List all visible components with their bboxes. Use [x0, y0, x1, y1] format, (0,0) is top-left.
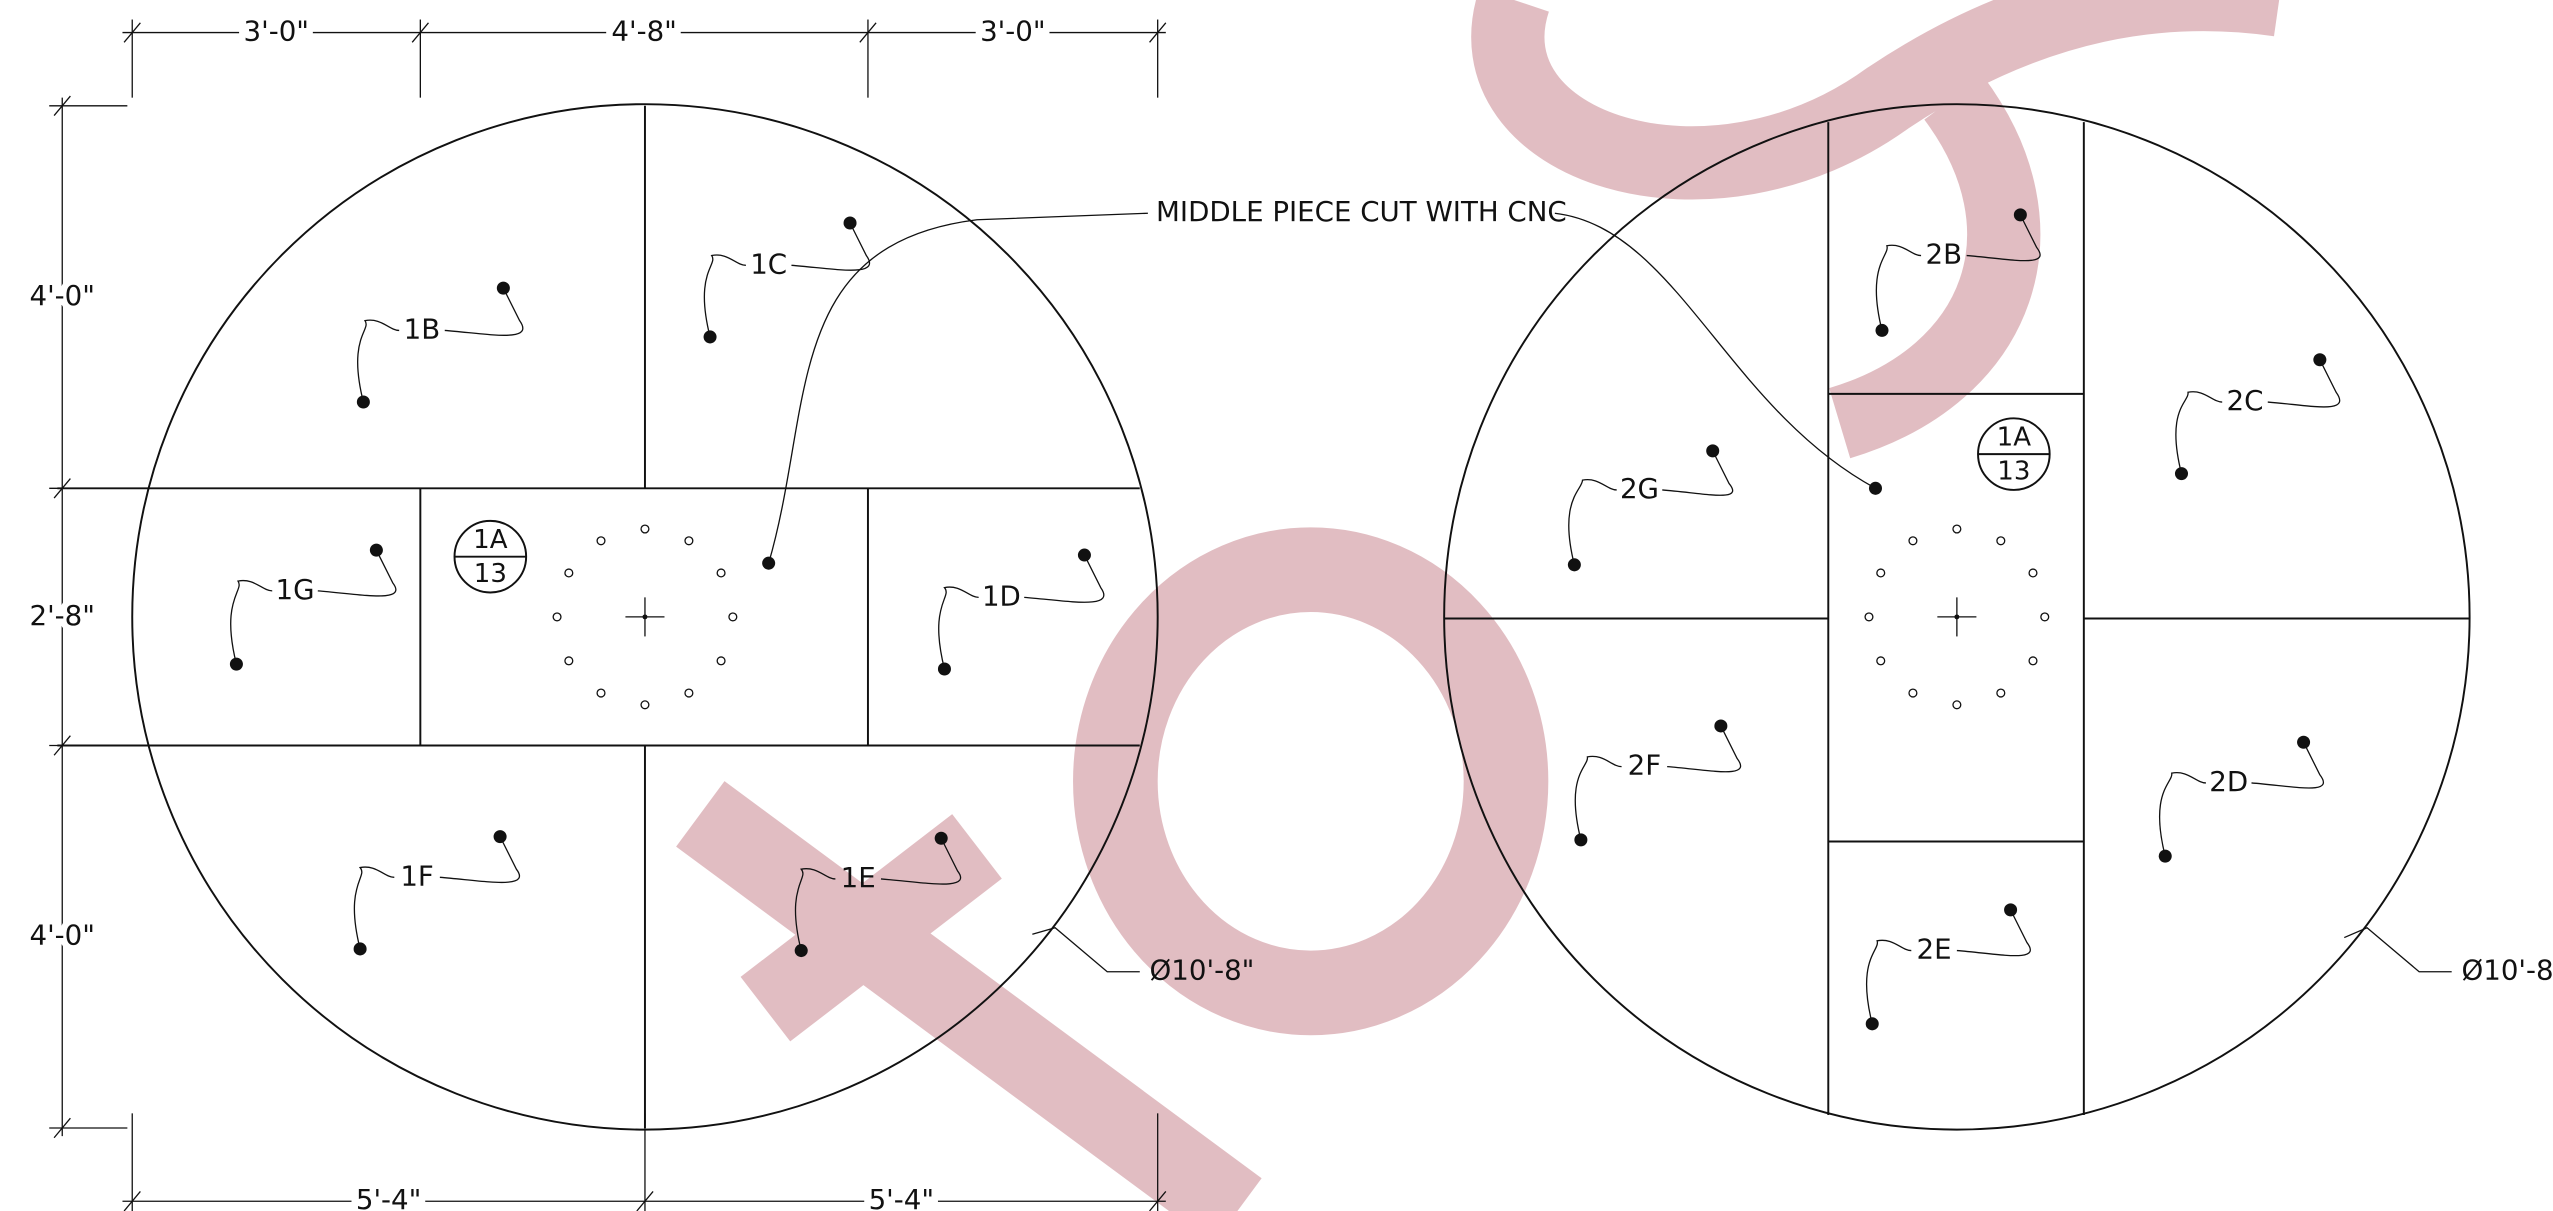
tag-bottom: 13 — [1997, 457, 2030, 487]
bolt-hole — [1877, 569, 1885, 577]
dim-label: 4'-0" — [29, 919, 95, 952]
watermark — [700, 0, 2279, 1211]
tag-bottom: 13 — [474, 559, 507, 589]
piece-dot — [1714, 719, 1727, 732]
bolt-hole — [1865, 613, 1873, 621]
diameter-label: Ø10'-8" — [2461, 954, 2553, 987]
bolt-hole — [685, 689, 693, 697]
piece-label: 2B — [1926, 238, 1963, 271]
bolt-hole — [717, 569, 725, 577]
leader — [769, 213, 1148, 563]
dim-label: 2'-8" — [29, 599, 95, 632]
bolt-hole — [717, 657, 725, 665]
leader — [2160, 742, 2324, 856]
piece-label: 1D — [982, 579, 1021, 612]
piece-label: 1E — [841, 861, 876, 894]
piece-label: 1C — [750, 247, 787, 280]
dim-label: 5'-4" — [356, 1183, 422, 1211]
bolt-hole — [641, 525, 649, 533]
leader-dot — [1869, 482, 1882, 495]
dim-label: 3'-0" — [980, 15, 1046, 48]
piece-dot — [230, 658, 243, 671]
bolt-hole — [565, 657, 573, 665]
bolt-hole — [1953, 525, 1961, 533]
dim-label: 4'-0" — [29, 279, 95, 312]
note: MIDDLE PIECE CUT WITH CNC — [1156, 195, 1567, 228]
piece-dot — [497, 282, 510, 295]
bolt-hole — [1953, 701, 1961, 709]
piece-dot — [354, 942, 367, 955]
leader — [939, 555, 1104, 669]
piece-dot — [357, 396, 370, 409]
piece-dot — [1568, 558, 1581, 571]
center-point — [1954, 614, 1959, 619]
piece-label: 2C — [2227, 384, 2264, 417]
piece-dot — [795, 944, 808, 957]
leader — [231, 550, 396, 664]
dim-label: 5'-4" — [869, 1183, 935, 1211]
piece-dot — [1706, 444, 1719, 457]
bolt-hole — [729, 613, 737, 621]
piece-dot — [938, 662, 951, 675]
piece-dot — [1875, 324, 1888, 337]
bolt-hole — [565, 569, 573, 577]
center-point — [643, 614, 648, 619]
tag-top: 1A — [473, 525, 508, 555]
piece-dot — [494, 830, 507, 843]
drawing: MIDDLE PIECE CUT WITH CNC Ø10'-8" Ø10'-8… — [0, 0, 2553, 1211]
piece-dot — [1574, 833, 1587, 846]
piece-dot — [1078, 549, 1091, 562]
bolt-hole — [2029, 657, 2037, 665]
piece-label: 2D — [2209, 765, 2248, 798]
piece-dot — [704, 330, 717, 343]
piece-dot — [2297, 736, 2310, 749]
piece-label: 2G — [1620, 472, 1659, 505]
piece-dot — [2175, 467, 2188, 480]
bolt-hole — [1877, 657, 1885, 665]
piece-label: 2E — [1917, 933, 1952, 966]
piece-dot — [1866, 1017, 1879, 1030]
bolt-hole — [2041, 613, 2049, 621]
piece-dot — [935, 832, 948, 845]
dim-label: 3'-0" — [244, 15, 310, 48]
piece-label: 2F — [1628, 749, 1662, 782]
bolt-hole — [1997, 689, 2005, 697]
bolt-hole — [1997, 537, 2005, 545]
diameter-label: Ø10'-8" — [1150, 954, 1255, 987]
piece-dot — [2159, 850, 2172, 863]
dim-label: 4'-8" — [611, 15, 677, 48]
leader — [1575, 726, 1740, 840]
leader-dot — [762, 557, 775, 570]
bolt-hole — [1909, 537, 1917, 545]
bolt-hole — [553, 613, 561, 621]
piece-label: 1G — [275, 573, 314, 606]
bolt-hole — [2029, 569, 2037, 577]
piece-dot — [2313, 353, 2326, 366]
piece-label: 1F — [400, 859, 434, 892]
leader — [354, 837, 519, 949]
bolt-hole — [1909, 689, 1917, 697]
bolt-hole — [641, 701, 649, 709]
leader — [1569, 451, 1733, 565]
bolt-hole — [597, 537, 605, 545]
bolt-hole — [597, 689, 605, 697]
piece-dot — [2014, 208, 2027, 221]
tag-top: 1A — [1997, 422, 2032, 452]
bolt-hole — [685, 537, 693, 545]
piece-label: 1B — [404, 312, 441, 345]
piece-dot — [844, 216, 857, 229]
leader — [1867, 910, 2031, 1024]
piece-dot — [2004, 903, 2017, 916]
piece-dot — [370, 544, 383, 557]
